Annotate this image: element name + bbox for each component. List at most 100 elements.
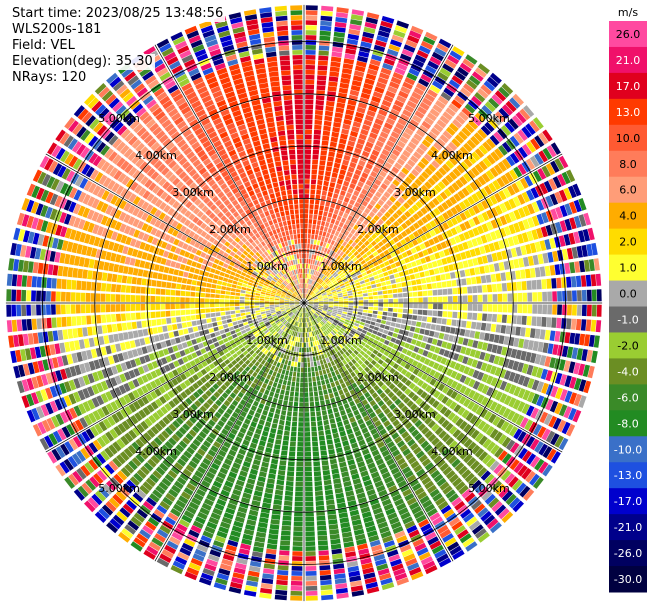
range-gate <box>407 159 416 168</box>
range-gate <box>227 345 233 351</box>
range-gate <box>407 141 417 150</box>
range-gate <box>472 227 480 237</box>
range-gate <box>307 306 312 310</box>
range-gate <box>435 324 441 331</box>
range-gate <box>390 337 397 343</box>
range-gate <box>234 377 241 384</box>
range-gate <box>253 541 265 548</box>
range-gate <box>408 268 414 275</box>
range-gate <box>340 217 347 224</box>
range-gate <box>267 315 273 319</box>
range-gate <box>386 346 392 352</box>
range-gate <box>66 424 76 436</box>
range-gate <box>476 202 485 212</box>
range-gate <box>101 368 109 379</box>
range-gate <box>291 308 296 312</box>
range-gate <box>364 335 370 340</box>
range-gate <box>384 242 391 249</box>
range-gate <box>481 211 490 222</box>
range-gate <box>37 421 47 435</box>
range-gate <box>587 227 595 241</box>
range-gate <box>473 417 483 428</box>
range-gate <box>454 271 461 278</box>
range-gate <box>304 412 310 417</box>
range-gate <box>270 320 275 325</box>
range-gate <box>545 163 556 176</box>
range-gate <box>437 181 446 190</box>
range-gate <box>498 450 508 461</box>
range-gate <box>215 577 228 586</box>
range-gate <box>238 548 250 555</box>
range-gate <box>418 297 423 303</box>
range-gate <box>261 347 267 353</box>
range-gate <box>374 203 382 210</box>
range-gate <box>305 64 315 70</box>
range-gate <box>365 419 373 427</box>
range-gate <box>236 557 248 565</box>
range-gate <box>330 360 335 366</box>
range-gate <box>392 526 404 534</box>
range-gate <box>522 304 528 314</box>
range-gate <box>350 330 356 335</box>
range-gate <box>150 425 160 435</box>
range-gate <box>318 299 324 301</box>
range-gate <box>490 377 498 387</box>
range-gate <box>124 463 135 474</box>
range-gate <box>105 391 114 401</box>
range-gate <box>313 305 318 308</box>
range-gate <box>446 209 454 218</box>
range-gate <box>511 412 520 424</box>
range-gate <box>377 77 388 85</box>
range-gate <box>456 320 462 327</box>
range-gate <box>392 344 399 350</box>
range-gate <box>445 174 454 184</box>
range-gate <box>424 93 436 103</box>
range-gate <box>269 353 274 359</box>
range-gate <box>293 309 297 314</box>
range-gate <box>348 239 354 245</box>
range-gate <box>358 294 363 297</box>
range-gate <box>197 396 205 404</box>
range-gate <box>79 417 89 429</box>
range-gate <box>564 218 572 231</box>
range-gate <box>412 385 420 393</box>
range-gate <box>434 549 447 559</box>
range-gate <box>337 279 343 283</box>
range-gate <box>380 403 388 411</box>
range-gate <box>417 291 423 297</box>
range-gate <box>548 415 558 428</box>
range-gate <box>485 457 496 468</box>
range-gate <box>298 412 304 417</box>
range-gate <box>191 339 198 345</box>
range-gate <box>296 461 303 467</box>
range-gate <box>201 414 210 422</box>
range-gate <box>488 497 500 509</box>
range-gate <box>382 290 388 295</box>
range-gate <box>146 497 157 507</box>
range-gate <box>478 108 489 120</box>
range-gate <box>422 335 429 342</box>
range-gate <box>242 341 248 347</box>
range-gate <box>391 204 398 212</box>
range-gate <box>413 297 418 303</box>
range-gate <box>477 467 488 478</box>
range-gate <box>270 386 276 393</box>
range-gate <box>370 359 377 366</box>
range-gate <box>292 315 296 320</box>
range-gate <box>325 201 331 207</box>
range-gate <box>312 376 316 382</box>
range-gate <box>386 316 392 321</box>
range-gate <box>110 377 118 387</box>
range-gate <box>316 317 321 322</box>
range-gate <box>338 456 346 463</box>
range-gate <box>521 126 532 139</box>
range-gate <box>388 307 393 312</box>
range-gate <box>325 166 332 172</box>
range-gate <box>310 310 315 314</box>
range-gate <box>300 372 304 378</box>
range-gate <box>100 466 111 478</box>
range-gate <box>367 289 373 293</box>
range-gate <box>164 473 175 483</box>
range-gate <box>390 131 400 139</box>
range-gate <box>379 170 387 178</box>
